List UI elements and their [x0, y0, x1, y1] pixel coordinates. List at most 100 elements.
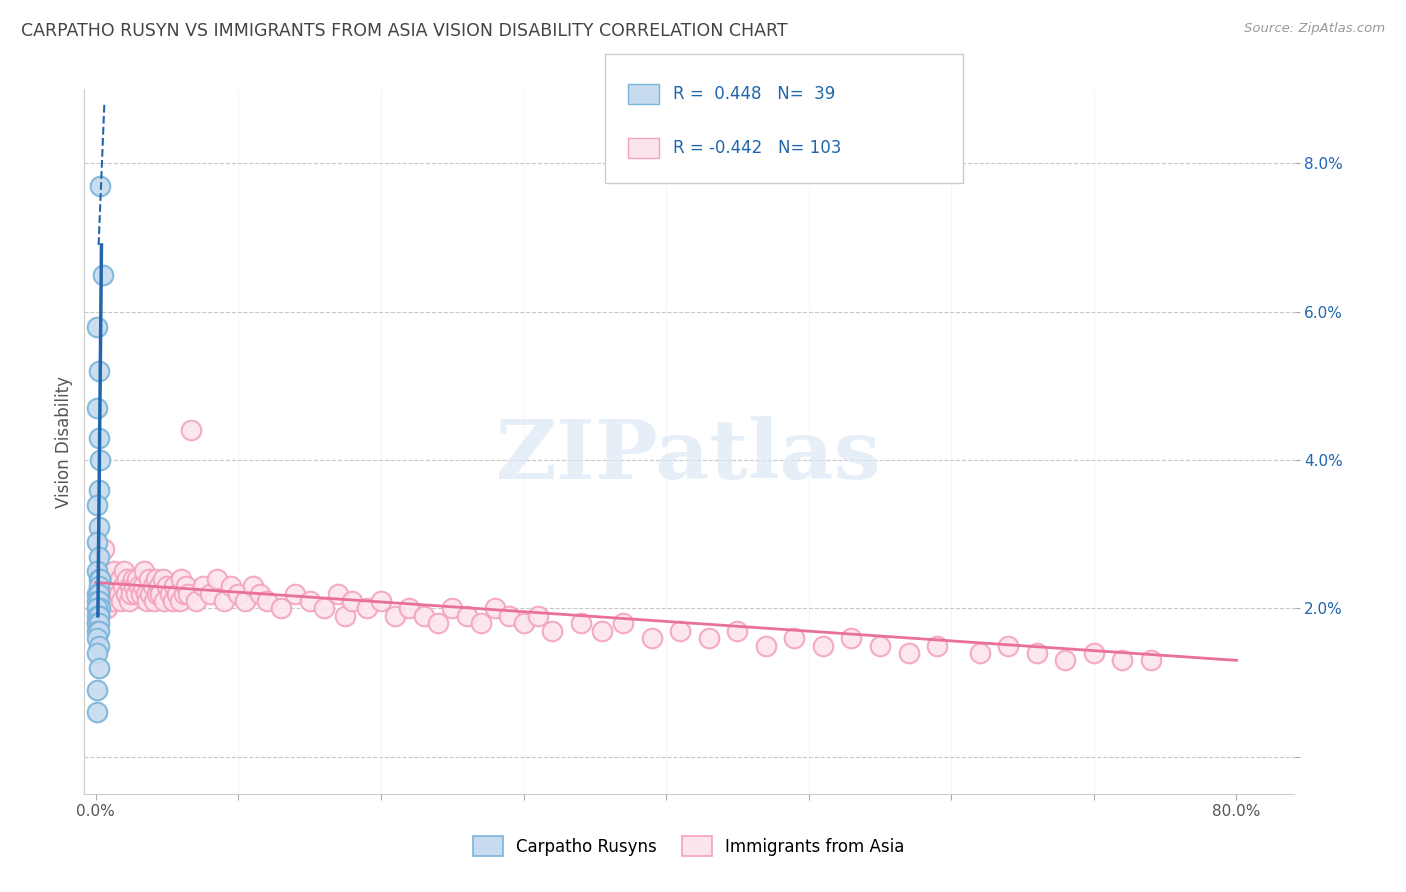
Point: [249, 586, 271, 600]
Point: [96, 601, 118, 615]
Point: [98, 572, 121, 586]
Point: [103, 565, 125, 579]
Point: [91, 586, 114, 600]
Point: [87, 608, 110, 623]
Point: [114, 586, 136, 600]
Point: [591, 624, 613, 638]
Point: [541, 624, 564, 638]
Point: [87, 594, 110, 608]
Point: [89, 565, 111, 579]
Point: [412, 608, 434, 623]
Point: [298, 594, 321, 608]
Point: [86, 534, 108, 549]
Point: [87, 608, 110, 623]
Point: [170, 572, 193, 586]
Point: [841, 631, 863, 645]
Point: [89, 178, 111, 193]
Point: [205, 572, 228, 586]
Point: [100, 586, 122, 600]
Text: R = -0.442   N= 103: R = -0.442 N= 103: [673, 139, 842, 157]
Point: [87, 624, 110, 638]
Point: [166, 586, 188, 600]
Point: [86, 631, 108, 645]
Point: [1111, 653, 1133, 667]
Point: [87, 608, 110, 623]
Point: [173, 586, 195, 600]
Point: [177, 586, 200, 600]
Point: [127, 572, 149, 586]
Point: [969, 646, 991, 660]
Point: [569, 616, 592, 631]
Point: [86, 498, 108, 512]
Point: [87, 572, 110, 586]
Point: [356, 601, 378, 615]
Point: [470, 616, 492, 631]
Point: [180, 424, 202, 438]
Point: [86, 646, 108, 660]
Point: [143, 594, 166, 608]
Point: [86, 706, 108, 720]
Point: [125, 586, 148, 600]
Point: [115, 572, 138, 586]
Point: [93, 542, 115, 557]
Point: [242, 579, 264, 593]
Point: [174, 579, 197, 593]
Point: [120, 586, 142, 600]
Point: [142, 579, 165, 593]
Point: [138, 572, 160, 586]
Point: [86, 586, 108, 600]
Point: [89, 572, 111, 586]
Point: [86, 594, 108, 608]
Point: [117, 594, 139, 608]
Point: [87, 483, 110, 497]
Point: [136, 594, 159, 608]
Point: [1054, 653, 1077, 667]
Point: [869, 639, 891, 653]
Point: [108, 572, 131, 586]
Point: [163, 579, 186, 593]
Point: [89, 601, 111, 615]
Point: [86, 401, 108, 416]
Point: [342, 594, 364, 608]
Point: [87, 431, 110, 445]
Text: R =  0.448   N=  39: R = 0.448 N= 39: [673, 85, 835, 103]
Point: [87, 520, 110, 534]
Point: [89, 453, 111, 467]
Point: [87, 601, 110, 615]
Point: [86, 565, 108, 579]
Point: [86, 601, 108, 615]
Point: [997, 639, 1019, 653]
Point: [159, 586, 181, 600]
Point: [134, 565, 156, 579]
Point: [132, 579, 155, 593]
Point: [328, 586, 350, 600]
Point: [1083, 646, 1105, 660]
Point: [104, 579, 127, 593]
Point: [811, 639, 834, 653]
Point: [131, 586, 153, 600]
Point: [641, 631, 664, 645]
Point: [145, 572, 167, 586]
Text: ZIPatlas: ZIPatlas: [496, 416, 882, 496]
Point: [755, 639, 778, 653]
Point: [925, 639, 948, 653]
Point: [527, 608, 550, 623]
Point: [121, 572, 143, 586]
Point: [86, 616, 108, 631]
Point: [184, 594, 207, 608]
Point: [162, 594, 184, 608]
Point: [312, 601, 335, 615]
Point: [87, 639, 110, 653]
Y-axis label: Vision Disability: Vision Disability: [55, 376, 73, 508]
Point: [87, 364, 110, 378]
Point: [697, 631, 720, 645]
Point: [198, 586, 221, 600]
Point: [149, 586, 172, 600]
Point: [612, 616, 634, 631]
Point: [86, 608, 108, 623]
Point: [86, 319, 108, 334]
Point: [107, 586, 129, 600]
Point: [235, 594, 257, 608]
Point: [87, 616, 110, 631]
Point: [91, 268, 114, 282]
